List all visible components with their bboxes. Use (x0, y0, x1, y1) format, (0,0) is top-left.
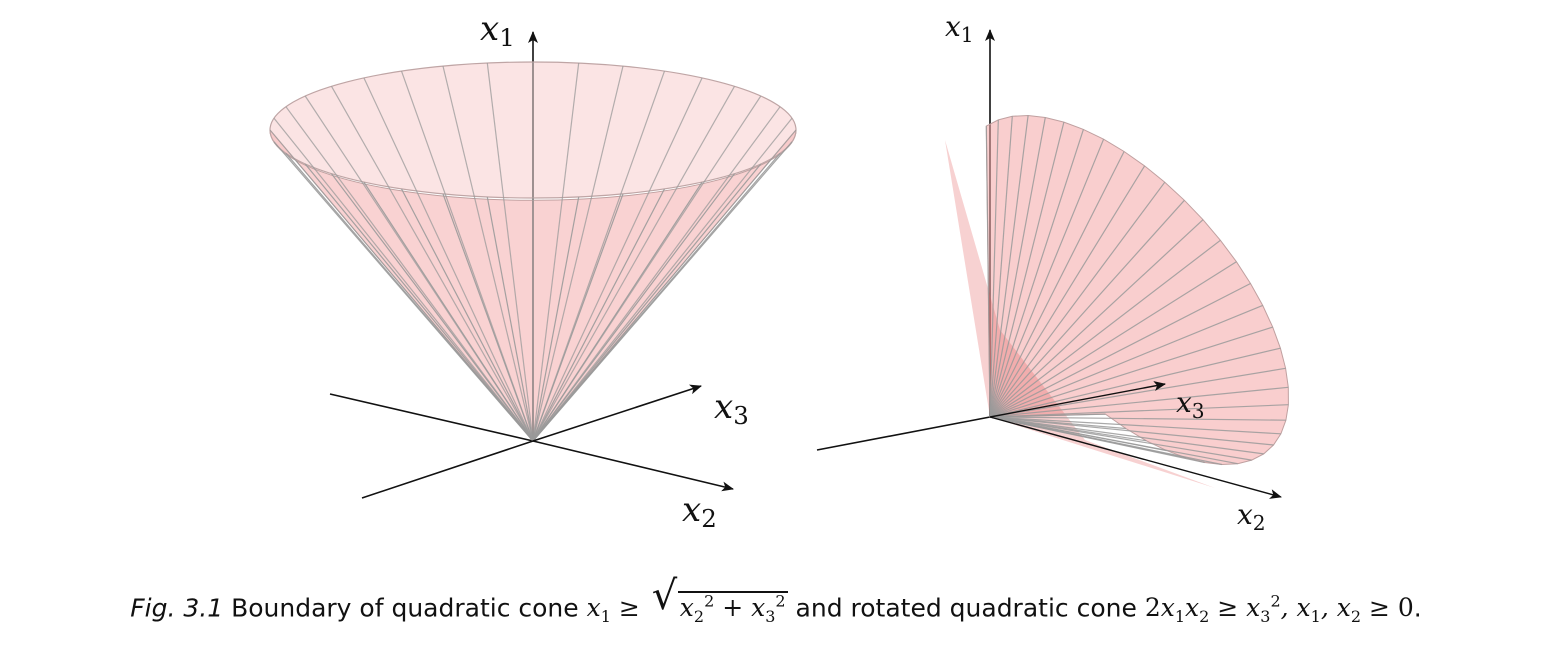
right-cone-ruling-line (989, 138, 1105, 418)
right-cone-ruling-line (989, 219, 1204, 418)
caption-formula-quadratic-cone: x1 ≥ √ x22 + x32 (586, 573, 788, 627)
left-cone-ruling-line (400, 188, 534, 442)
left-x3-axis (532, 384, 702, 442)
left-cone-ruling-line (304, 95, 534, 442)
left-cone-ruling-line (532, 106, 781, 442)
left-cone-ruling-line (532, 86, 736, 442)
right-cone-ruling-line (989, 181, 1166, 418)
right-cone-ruling-line (989, 151, 1125, 418)
right-x2-axis (989, 416, 1282, 499)
right-cone-ruling-line (989, 416, 1264, 455)
right-cone-ruling-line (989, 347, 1281, 418)
left-cone-ruling-line (269, 129, 534, 442)
left-cone-ruling-line (532, 188, 666, 442)
left-cone-ruling-line (532, 62, 580, 442)
left-cone-ruling-line (273, 141, 534, 442)
right-cone-ruling-line (989, 261, 1237, 418)
right-cone-ruling-line (989, 239, 1221, 418)
figure-canvas: x1 x3 x2 x1 x3 x2 (269, 9, 1289, 535)
right-cone-ruling-line (989, 416, 1147, 442)
right-cone-ruling-line (985, 126, 991, 418)
right-x1-label: x1 (945, 10, 974, 47)
left-cone: x1 x3 x2 (269, 9, 797, 533)
right-cone-ruling-line (989, 199, 1185, 418)
left-cone-ruling-line (442, 65, 534, 442)
right-cone-ruling-line (989, 117, 1046, 418)
caption-formula-rotated-cone: 2x1x2 ≥ x32, x1, x2 ≥ 0 (1144, 592, 1414, 627)
right-cone-ruling-line (989, 416, 1286, 421)
left-x3-label: x3 (714, 387, 749, 430)
right-cone-ruling-line (989, 304, 1263, 418)
right-cone-ruling-line (989, 416, 1167, 452)
caption-end: . (1413, 593, 1422, 623)
left-cone-ruling-line (532, 65, 624, 442)
right-cone-ruling-line (989, 404, 1289, 418)
caption-text-1: Boundary of quadratic cone (231, 593, 579, 623)
left-cone-ruling-line (532, 163, 762, 442)
right-cone-ruling-line (989, 413, 1106, 418)
left-cone-ruling-line (273, 117, 534, 442)
left-cone-rulings (269, 62, 797, 442)
right-x3-label: x3 (1176, 386, 1205, 423)
left-cone-ruling-line (486, 62, 534, 442)
left-x2-axis (532, 440, 734, 492)
right-cone: x1 x3 x2 (816, 10, 1289, 535)
left-x2-label: x2 (682, 490, 717, 533)
right-cone-ruling-line (989, 367, 1286, 418)
right-cone-rulings (985, 115, 1289, 466)
right-cone-ruling-line (989, 116, 1013, 418)
right-x3-axis (989, 381, 1166, 418)
right-cone-ruling-line (989, 121, 1065, 418)
right-cone-ruling-line (989, 165, 1146, 418)
left-cone-ruling-line (532, 77, 703, 442)
right-cone-ruling-line (989, 129, 1084, 418)
right-x2-label: x2 (1237, 498, 1266, 535)
right-axis-back (816, 416, 991, 451)
left-cone-ruling-line (532, 95, 762, 442)
left-x1-label: x1 (480, 9, 515, 52)
left-cone-ruling-line (363, 77, 534, 442)
left-cone-ruling-line (400, 70, 534, 442)
figure-caption: Fig. 3.1 Boundary of quadratic cone x1 ≥… (0, 572, 1552, 642)
right-cone-ruling-line (989, 386, 1289, 418)
left-cone-ruling-line (486, 196, 534, 442)
left-cone-ruling-line (532, 117, 793, 442)
right-cone-ruling-line (989, 326, 1273, 418)
left-cone-ruling-line (304, 163, 534, 442)
right-cone-ruling-line (989, 119, 999, 418)
right-cone-inner-shade (945, 140, 1215, 488)
left-cone-ruling-line (285, 106, 534, 442)
left-cone-ruling-line (532, 152, 781, 442)
caption-fig-label: Fig. 3.1 (130, 593, 224, 623)
right-cone-ruling-line (989, 416, 1274, 446)
left-cone-axes-front (361, 384, 734, 499)
left-cone-ruling-line (532, 70, 666, 442)
right-cone-ruling-line (989, 115, 1029, 418)
right-cone-ruling-line (989, 282, 1251, 418)
right-cone-ruling-line (989, 416, 1281, 435)
caption-text-2: and rotated quadratic cone (795, 593, 1137, 623)
left-cone-ruling-line (330, 86, 534, 442)
right-cone-ruling-line (989, 416, 1126, 430)
left-cone-ruling-line (532, 196, 580, 442)
